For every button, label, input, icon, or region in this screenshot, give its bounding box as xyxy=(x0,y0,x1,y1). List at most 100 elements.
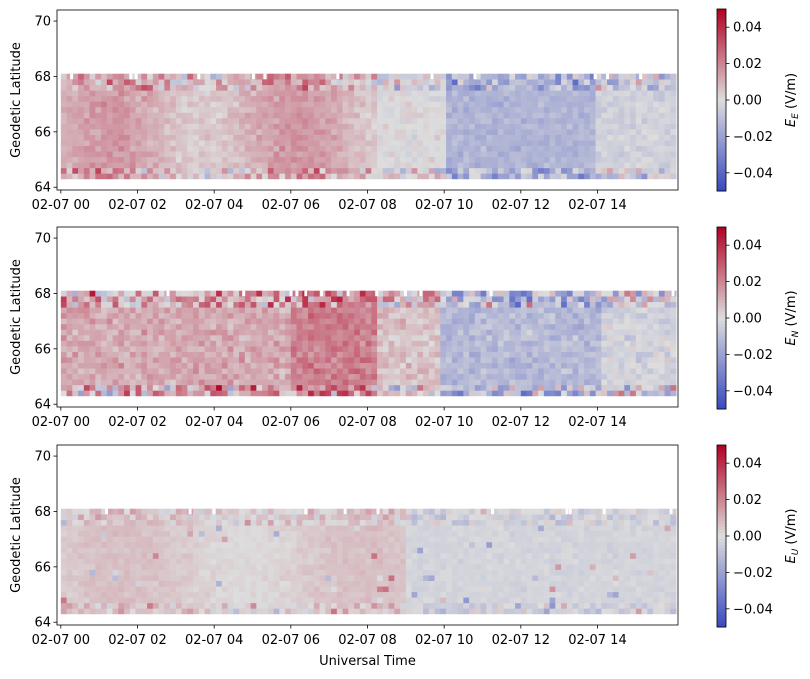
heatmap-cell xyxy=(204,362,211,369)
heatmap-cell xyxy=(463,151,470,158)
heatmap-cell xyxy=(543,167,550,174)
heatmap-cell xyxy=(549,379,556,386)
heatmap-cell xyxy=(371,351,378,358)
heatmap-cell xyxy=(267,591,274,598)
heatmap-cell xyxy=(89,90,96,97)
heatmap-cell xyxy=(89,547,96,554)
heatmap-cell xyxy=(388,123,395,130)
heatmap-cell xyxy=(60,318,67,325)
heatmap-cell xyxy=(607,296,614,303)
heatmap-cell xyxy=(233,134,240,141)
heatmap-cell xyxy=(250,379,257,386)
heatmap-cell xyxy=(417,335,424,341)
heatmap-cell xyxy=(549,151,556,158)
heatmap-cell xyxy=(227,351,234,358)
heatmap-cell xyxy=(417,390,424,397)
heatmap-cell xyxy=(101,373,108,380)
heatmap-cell xyxy=(607,90,614,97)
heatmap-cell xyxy=(612,118,619,124)
heatmap-cell xyxy=(641,323,648,330)
heatmap-cell xyxy=(147,351,154,358)
heatmap-cell xyxy=(147,591,154,598)
heatmap-cell xyxy=(584,162,591,169)
heatmap-cell xyxy=(152,362,159,369)
heatmap-cell xyxy=(653,373,660,380)
heatmap-cell xyxy=(664,323,671,330)
heatmap-cell xyxy=(227,558,234,565)
heatmap-cell xyxy=(543,318,550,325)
heatmap-cell xyxy=(641,329,648,336)
heatmap-cell xyxy=(359,390,366,397)
heatmap-cell xyxy=(469,368,476,375)
heatmap-cell xyxy=(474,335,481,341)
heatmap-cell xyxy=(492,173,499,180)
heatmap-cell xyxy=(543,307,550,314)
heatmap-cell xyxy=(584,357,591,363)
heatmap-cell xyxy=(354,106,361,113)
heatmap-cell xyxy=(492,140,499,146)
heatmap-cell xyxy=(405,162,412,169)
heatmap-cell xyxy=(342,95,349,102)
heatmap-cell xyxy=(492,351,499,358)
colorbar-segment xyxy=(717,327,726,331)
heatmap-cell xyxy=(319,95,326,102)
heatmap-cell xyxy=(83,362,90,369)
heatmap-cell xyxy=(129,84,136,91)
heatmap-cell xyxy=(285,173,292,180)
heatmap-cell xyxy=(388,90,395,97)
heatmap-cell xyxy=(584,118,591,124)
heatmap-cell xyxy=(221,151,228,158)
heatmap-cell xyxy=(170,368,177,375)
heatmap-cell xyxy=(193,296,200,303)
heatmap-cell xyxy=(584,84,591,91)
heatmap-cell xyxy=(216,290,223,297)
heatmap-cell xyxy=(95,519,102,526)
heatmap-cell xyxy=(239,140,246,146)
heatmap-cell xyxy=(89,553,96,559)
heatmap-cell xyxy=(584,351,591,358)
colorbar-segment xyxy=(717,387,726,392)
heatmap-cell xyxy=(515,129,522,135)
heatmap-cell xyxy=(147,346,154,352)
heatmap-cell xyxy=(233,79,240,86)
heatmap-cell xyxy=(618,373,625,380)
heatmap-cell xyxy=(520,134,527,141)
heatmap-cell xyxy=(308,390,315,397)
heatmap-cell xyxy=(549,112,556,119)
heatmap-cell xyxy=(647,151,654,158)
heatmap-cell xyxy=(273,323,280,330)
heatmap-cell xyxy=(308,373,315,380)
heatmap-cell xyxy=(641,129,648,135)
heatmap-cell xyxy=(124,90,131,97)
heatmap-cell xyxy=(607,84,614,91)
heatmap-cell xyxy=(89,145,96,152)
heatmap-cell xyxy=(342,351,349,358)
heatmap-cell xyxy=(290,307,297,314)
heatmap-cell xyxy=(233,547,240,554)
heatmap-cell xyxy=(319,340,326,347)
heatmap-cell xyxy=(405,368,412,375)
heatmap-cell xyxy=(106,368,113,375)
heatmap-cell xyxy=(532,351,539,358)
heatmap-cell xyxy=(262,384,269,391)
heatmap-cell xyxy=(95,357,102,363)
heatmap-cell xyxy=(267,564,274,570)
heatmap-cell xyxy=(325,134,332,141)
heatmap-cell xyxy=(72,129,79,135)
heatmap-cell xyxy=(296,84,303,91)
heatmap-cell xyxy=(308,112,315,119)
colorbar-segment xyxy=(717,24,726,28)
heatmap-cell xyxy=(428,173,435,180)
heatmap-cell xyxy=(595,140,602,146)
heatmap-cell xyxy=(417,123,424,130)
heatmap-cell xyxy=(106,123,113,130)
heatmap-cell xyxy=(250,129,257,135)
heatmap-cell xyxy=(221,357,228,363)
heatmap-cell xyxy=(78,156,85,163)
heatmap-cell xyxy=(607,156,614,163)
heatmap-cell xyxy=(152,123,159,130)
heatmap-cell xyxy=(641,379,648,386)
heatmap-cell xyxy=(388,95,395,102)
heatmap-cell xyxy=(112,84,119,91)
heatmap-cell xyxy=(250,514,257,521)
